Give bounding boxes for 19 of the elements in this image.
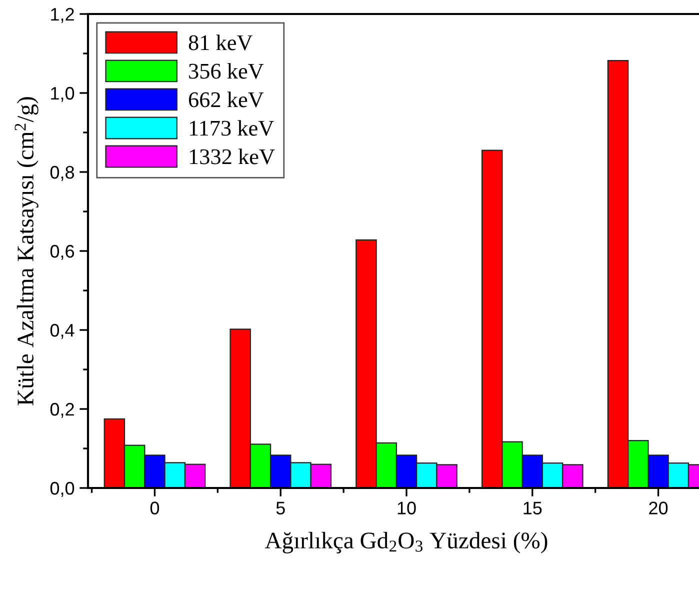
legend-label: 662 keV: [188, 92, 264, 108]
x-tick-label: 10: [398, 502, 416, 514]
legend-label: 81 keV: [188, 34, 253, 50]
y-tick-label: 0,8: [50, 166, 74, 181]
legend-label: 1173 keV: [190, 120, 274, 136]
x-tick-label: 20: [649, 502, 668, 514]
y-tick-label: 1,2: [51, 8, 74, 23]
x-axis-title: Ağırlıkça Gd$_{2}$O$_{3}$ Yüzdesi (%): [264, 532, 548, 554]
legend-label: 356 keV: [189, 63, 264, 79]
x-tick-label: 0: [150, 502, 160, 514]
y-tick-label: 0,0: [50, 482, 74, 497]
y-tick-label: 0,4: [50, 324, 74, 339]
legend-label: 1332 keV: [190, 148, 275, 164]
y-tick-label: 0,6: [50, 244, 74, 260]
x-tick-label: 5: [276, 502, 285, 514]
y-axis-title: Kütle Azaltma Katsayısı (cm$^{2}$/g): [14, 97, 38, 406]
y-tick-label: 1,0: [51, 86, 74, 102]
y-tick-label: 0,2: [50, 402, 74, 418]
x-tick-label: 15: [524, 502, 542, 514]
